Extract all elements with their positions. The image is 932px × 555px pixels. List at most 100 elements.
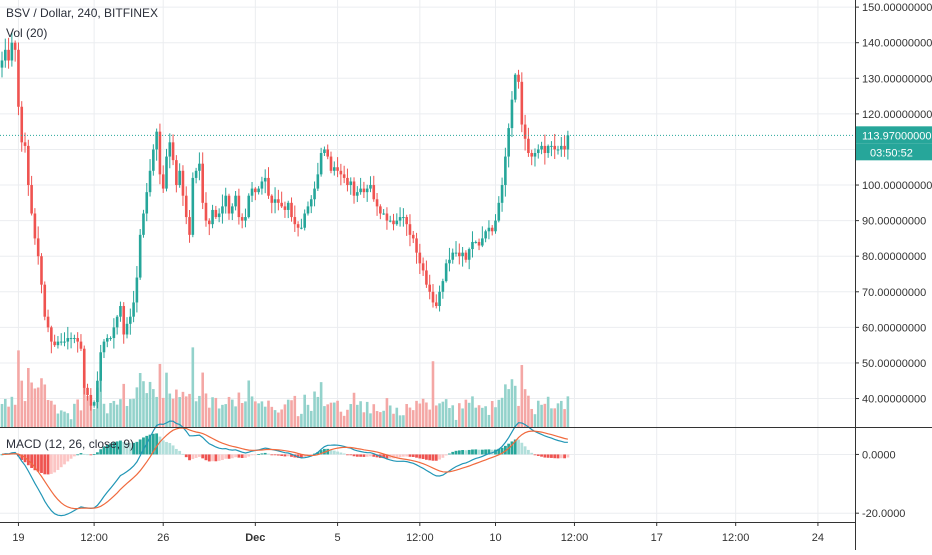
macd-hist-bar (438, 454, 441, 460)
volume-bar (388, 405, 392, 427)
price-tick-label: 50.00000000 (862, 358, 926, 370)
volume-bar (73, 403, 76, 427)
volume-bar (184, 396, 188, 427)
macd-hist-bar (257, 454, 261, 455)
candle-body (290, 202, 293, 218)
candle-body (339, 170, 343, 175)
candle-body (543, 145, 547, 154)
macd-hist-bar (46, 454, 50, 475)
volume-bar (7, 406, 10, 427)
macd-hist-bar (165, 441, 168, 455)
candle-body (168, 142, 172, 157)
macd-hist-bar (20, 454, 24, 461)
candle-body (481, 238, 484, 246)
macd-hist-bar (497, 448, 501, 455)
volume-bar (293, 395, 297, 427)
volume-bar (112, 400, 116, 427)
macd-hist-bar (30, 454, 34, 468)
candle-body (316, 174, 320, 189)
volume-bar (76, 399, 79, 427)
macd-hist-bar (349, 454, 353, 456)
candle-body (129, 316, 132, 324)
price-tick-label: 100.00000000 (862, 180, 932, 192)
candle-body (408, 224, 412, 235)
volume-bar (481, 407, 484, 427)
volume-bar (339, 411, 343, 427)
volume-bar (13, 404, 17, 427)
candle-body (86, 387, 89, 395)
candle-body (102, 341, 106, 353)
candle-body (517, 74, 520, 82)
volume-bar (3, 398, 7, 427)
macd-line (1, 420, 568, 517)
candle-body (494, 220, 497, 232)
candle-body (550, 145, 553, 147)
macd-hist-bar (168, 443, 172, 455)
volume-bar (92, 409, 96, 427)
macd-hist-bar (523, 446, 527, 455)
candle-body (490, 227, 494, 232)
candle-body (448, 259, 451, 264)
candle-body (36, 238, 40, 257)
volume-bar (461, 408, 464, 427)
candle-body (563, 145, 566, 150)
time-tick-label: 12:00 (561, 532, 589, 544)
macd-hist-bar (513, 439, 517, 455)
macd-hist-bar (326, 448, 330, 455)
volume-bar (214, 397, 218, 427)
candle-body (122, 306, 126, 335)
macd-hist-bar (329, 449, 333, 455)
candle-body (178, 170, 181, 186)
macd-hist-bar (109, 443, 112, 455)
macd-hist-bar (161, 440, 165, 455)
candle-body (444, 263, 448, 282)
candle-body (293, 217, 297, 225)
volume-bar (204, 393, 208, 427)
candle-body (3, 49, 7, 61)
volume-bar (224, 404, 228, 427)
candle-body (132, 302, 135, 317)
candle-body (369, 185, 372, 189)
macd-hist-bar (273, 454, 277, 456)
volume-bar (234, 406, 237, 427)
volume-bar (346, 409, 349, 427)
macd-hist-bar (352, 454, 356, 457)
candle-body (247, 195, 251, 218)
volume-bar (408, 407, 412, 427)
volume-bar (527, 395, 530, 427)
candle-body (497, 202, 501, 221)
macd-hist-bar (214, 454, 218, 462)
volume-bar (553, 408, 557, 427)
candle-body (474, 241, 478, 243)
volume-bar (309, 410, 313, 427)
candle-body (237, 195, 241, 218)
candle-body (175, 160, 178, 186)
time-tick-label: 26 (157, 532, 169, 544)
candle-body (513, 74, 517, 100)
candle-body (92, 402, 96, 406)
volume-bar (530, 408, 533, 427)
candle-body (342, 174, 346, 178)
volume-bar (125, 405, 129, 427)
candle-body (66, 338, 70, 342)
volume-bar (231, 399, 234, 427)
macd-hist-bar (467, 449, 471, 455)
macd-hist-bar (533, 454, 537, 456)
candle-body (425, 270, 428, 285)
macd-hist-bar (559, 454, 563, 459)
macd-hist-bar (434, 454, 438, 461)
candle-body (388, 220, 392, 222)
volume-bar (477, 405, 481, 427)
volume-bar (20, 380, 24, 427)
volume-bar (471, 396, 474, 427)
time-tick-label: 19 (12, 532, 24, 544)
price-tick-label: 150.00000000 (862, 2, 932, 14)
volume-bar (428, 409, 431, 427)
volume-bar (332, 402, 336, 427)
volume-bar (86, 395, 89, 427)
time-tick-label: 12:00 (406, 532, 434, 544)
volume-bar (418, 403, 422, 427)
candle-body (13, 42, 17, 50)
